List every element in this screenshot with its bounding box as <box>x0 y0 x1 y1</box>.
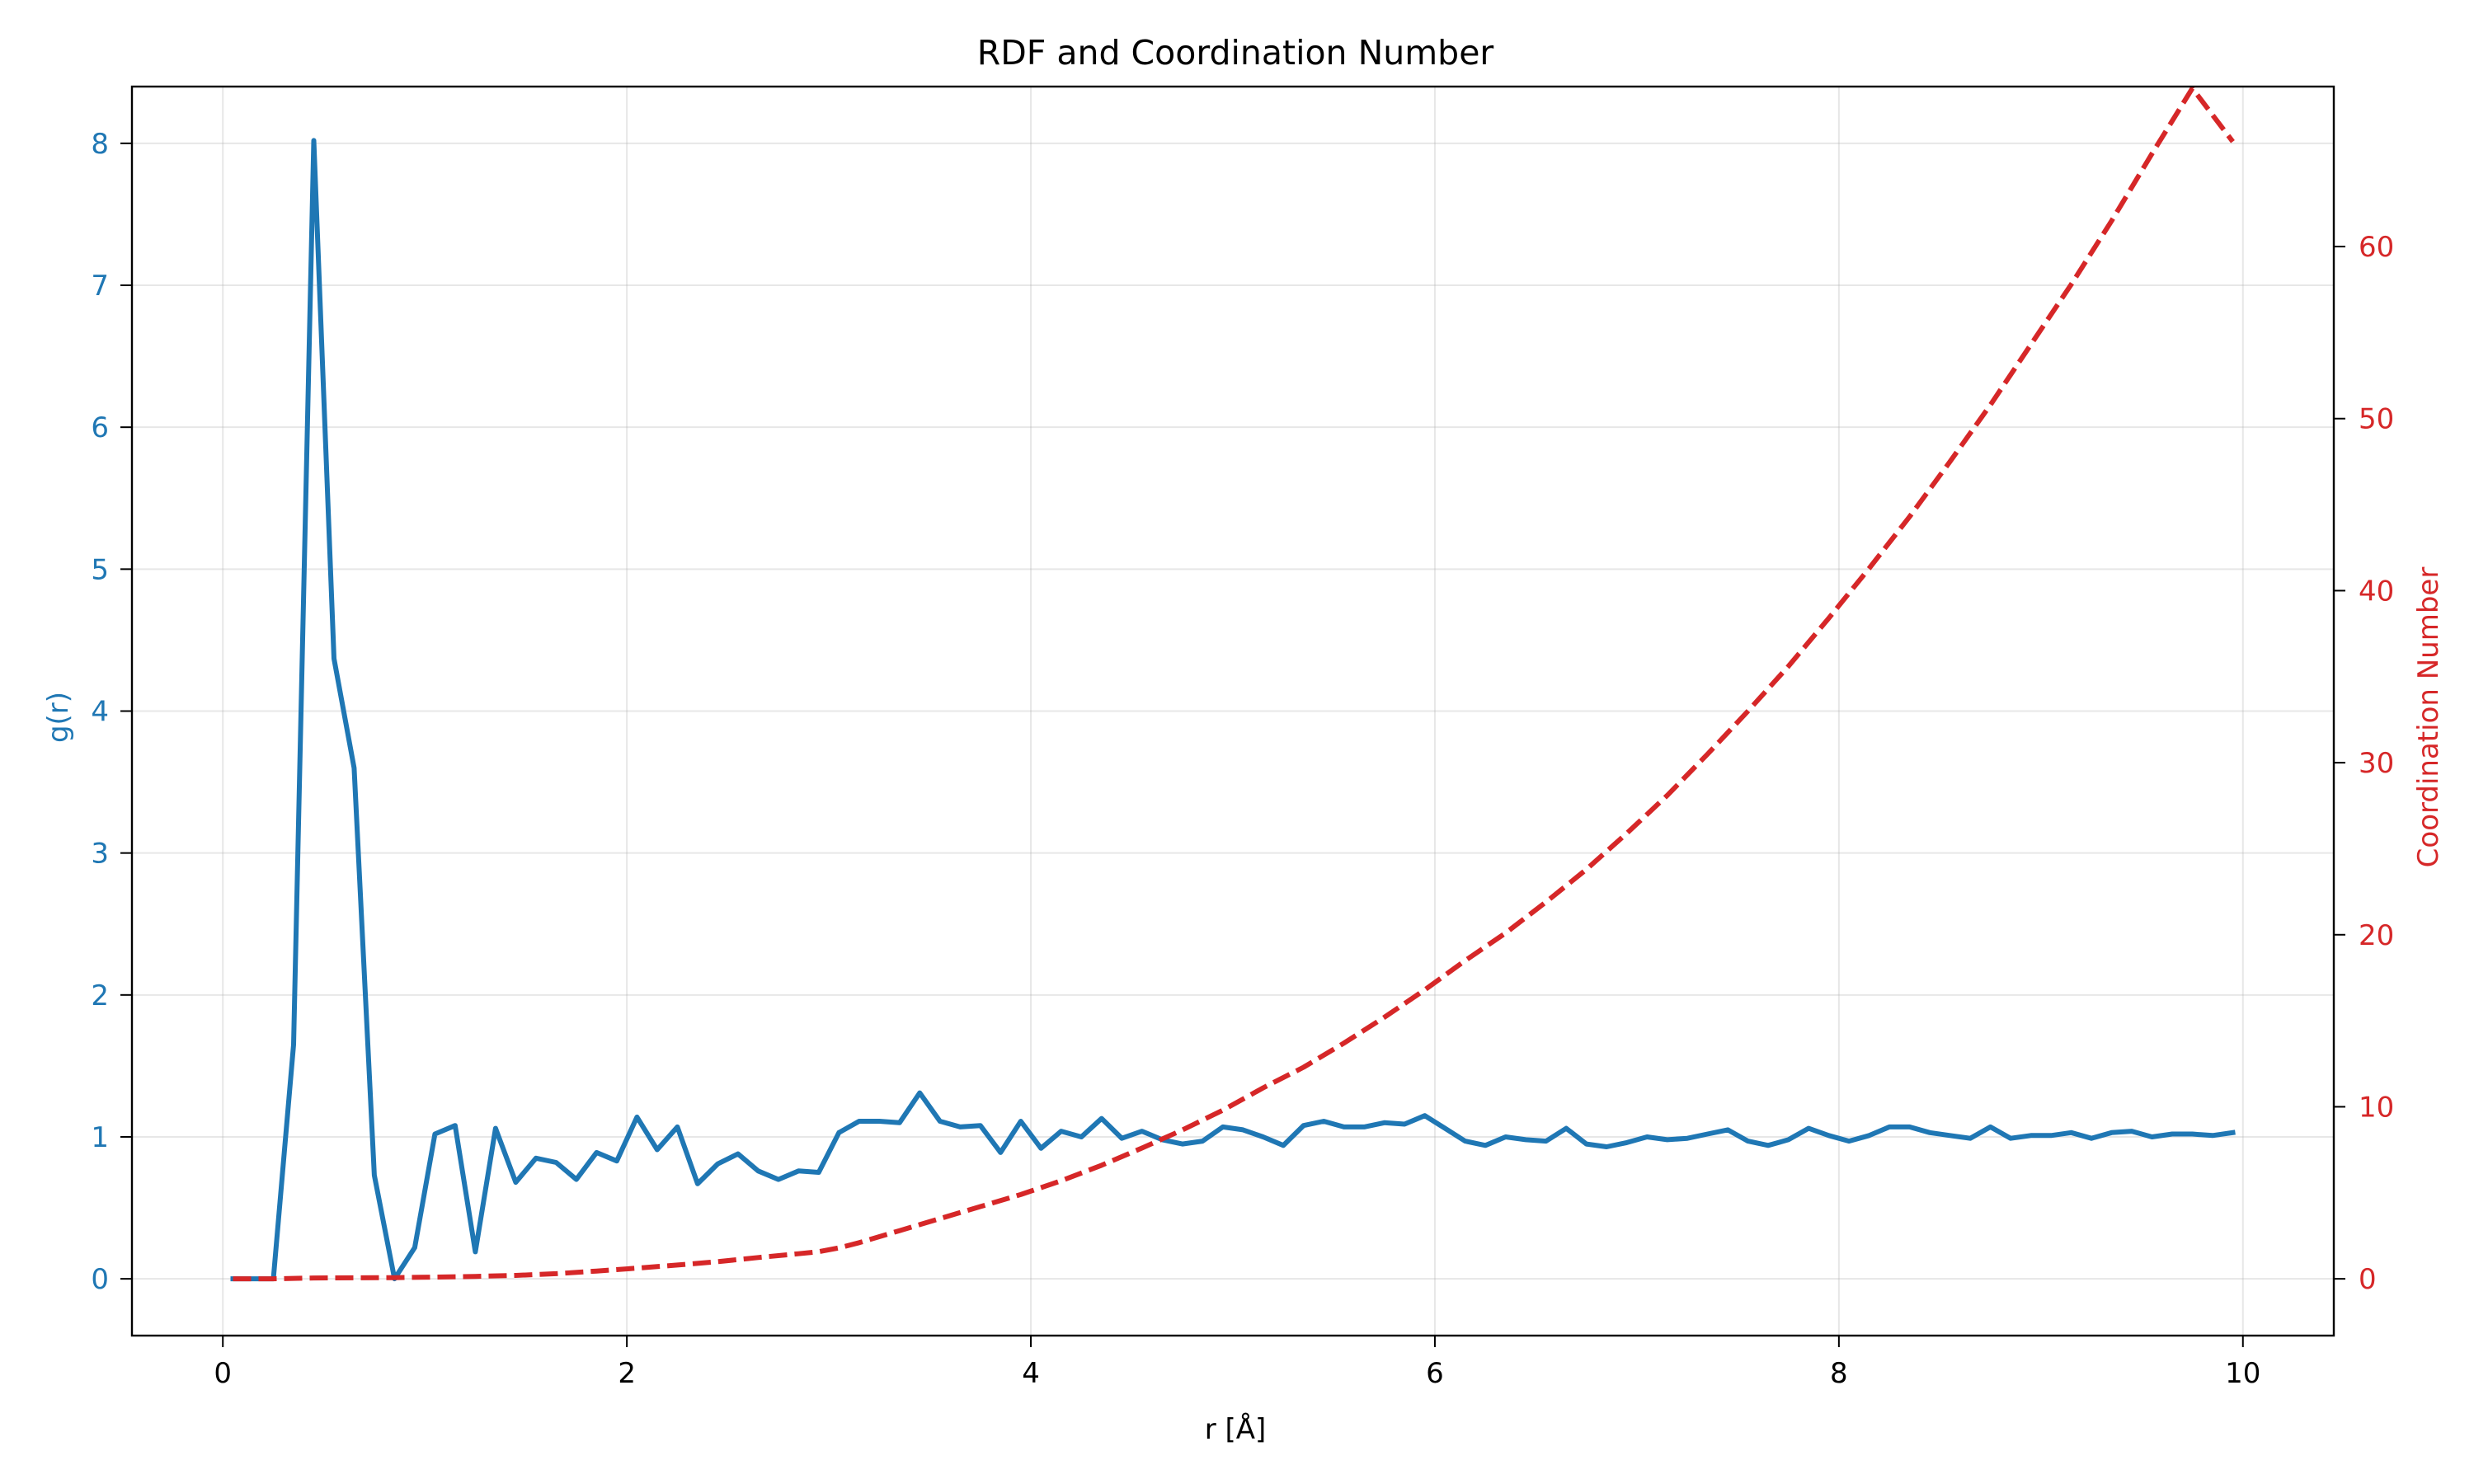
grid-lines <box>132 87 2334 1336</box>
y-left-tick-label: 8 <box>91 128 109 161</box>
series-layer <box>230 86 2236 1282</box>
y-axis-right: 0 10 20 30 40 50 60 <box>2334 231 2394 1296</box>
x-tick-label: 4 <box>1022 1357 1040 1390</box>
x-axis-label: r [Å] <box>1205 1412 1267 1446</box>
y-left-tick-label: 7 <box>91 270 109 303</box>
y-left-tick-label: 1 <box>91 1121 109 1154</box>
x-tick-label: 6 <box>1426 1357 1444 1390</box>
x-tick-label: 0 <box>214 1357 232 1390</box>
y-right-tick-label: 10 <box>2359 1091 2394 1124</box>
x-axis: 0 2 4 6 8 10 <box>214 1336 2260 1390</box>
y-left-tick-label: 5 <box>91 553 109 586</box>
y-right-tick-label: 30 <box>2359 747 2394 780</box>
y-left-tick-label: 2 <box>91 979 109 1012</box>
y-right-tick-label: 40 <box>2359 575 2394 608</box>
y-right-tick-label: 60 <box>2359 231 2394 264</box>
chart-title: RDF and Coordination Number <box>977 33 1494 73</box>
y-axis-right-label: Coordination Number <box>2412 567 2445 868</box>
y-left-tick-label: 4 <box>91 696 109 729</box>
x-tick-label: 2 <box>618 1357 636 1390</box>
y-left-tick-label: 6 <box>91 411 109 444</box>
y-left-tick-label: 3 <box>91 838 109 871</box>
y-axis-left: 0 1 2 3 4 5 6 7 8 <box>91 128 132 1296</box>
y-right-tick-label: 0 <box>2359 1263 2377 1296</box>
y-right-tick-label: 20 <box>2359 919 2394 952</box>
x-tick-label: 8 <box>1830 1357 1848 1390</box>
rdf-line <box>230 138 2236 1282</box>
x-tick-label: 10 <box>2225 1357 2260 1390</box>
y-left-tick-label: 0 <box>91 1263 109 1296</box>
y-axis-left-label: g(r) <box>42 692 75 743</box>
y-right-tick-label: 50 <box>2359 403 2394 436</box>
coordination-number-line <box>233 86 2235 1282</box>
